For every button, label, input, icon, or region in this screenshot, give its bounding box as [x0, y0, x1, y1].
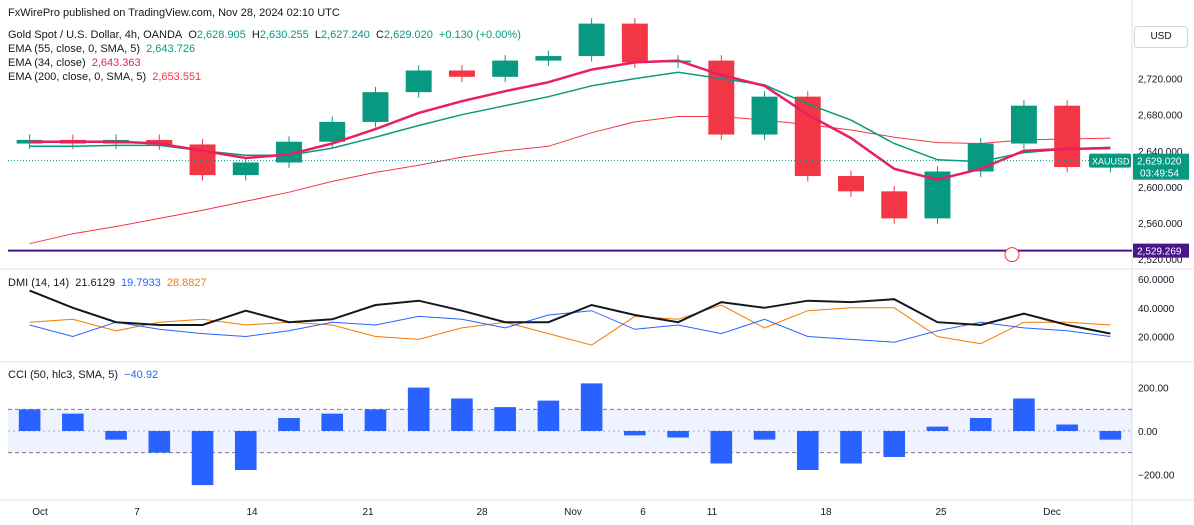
candle-body [1010, 105, 1037, 144]
ema200-layer [29, 116, 1111, 245]
candle-body [881, 191, 908, 219]
dmi-tick: 20.0000 [1138, 333, 1175, 344]
candle-body [751, 96, 778, 135]
candle-body [578, 23, 605, 57]
ema55-legend[interactable]: EMA (55, close, 0, SMA, 5) 2,643.726 [8, 42, 198, 56]
high-label: H [251, 29, 260, 41]
countdown-text: 03:49:54 [1140, 169, 1179, 180]
ema34-label: EMA (34, close) [8, 57, 86, 69]
dmi-layer [29, 289, 1111, 346]
price-tick: 2,680.000 [1138, 111, 1183, 122]
dmi-legend[interactable]: DMI (14, 14) 21.6129 19.7933 28.8827 [8, 276, 210, 290]
symbol-name[interactable]: Gold Spot / U.S. Dollar, 4h, OANDA [8, 29, 183, 41]
hline-tag [1133, 243, 1189, 258]
time-tick: 14 [246, 507, 258, 518]
time-tick: 25 [935, 507, 947, 518]
attribution: FxWirePro published on TradingView.com, … [8, 7, 340, 19]
ema34-line [29, 59, 1111, 181]
ema55-value: 2,643.726 [146, 43, 196, 55]
alert-icon[interactable] [1004, 247, 1020, 263]
price-tick: 2,720.000 [1138, 75, 1183, 86]
currency-button[interactable]: USD [1134, 26, 1188, 48]
high-value: 2,630.255 [259, 29, 309, 41]
candle-body [362, 92, 389, 122]
time-tick: 21 [362, 507, 374, 518]
price-tick: 2,640.000 [1138, 147, 1183, 158]
symbol-ohlc: Gold Spot / U.S. Dollar, 4h, OANDA O2,62… [8, 28, 524, 42]
open-label: O [188, 29, 197, 41]
candle-body [492, 60, 519, 77]
price-tick: 2,600.000 [1138, 183, 1183, 194]
price-tick: 2,520.000 [1138, 255, 1183, 266]
cci-tick: 200.00 [1138, 384, 1169, 395]
time-tick: Nov [564, 507, 582, 518]
close-label: C [375, 29, 384, 41]
ema200-value: 2,653.551 [152, 71, 202, 83]
open-value: 2,628.905 [196, 29, 246, 41]
low-label: L [314, 29, 321, 41]
ema34-legend[interactable]: EMA (34, close) 2,643.363 [8, 56, 144, 70]
plus-di-line [29, 310, 1111, 343]
cci-layer [8, 383, 1132, 486]
candle-body [967, 143, 994, 172]
ema-layer [8, 59, 1132, 181]
last-price-text: 2,629.020 [1137, 157, 1182, 168]
dmi-tick: 60.0000 [1138, 275, 1175, 286]
time-tick: Oct [32, 507, 48, 518]
candle-body [405, 70, 432, 93]
dmi-label: DMI (14, 14) [8, 277, 70, 289]
cci-tick: 0.00 [1138, 427, 1158, 438]
candle-body [146, 139, 173, 145]
hline-tag-text: 2,529.269 [1137, 247, 1182, 258]
ema200-label: EMA (200, close, 0, SMA, 5) [8, 71, 147, 83]
change-value: +0.130 (+0.00%) [438, 29, 521, 41]
time-tick: 7 [134, 507, 140, 518]
dmi-tick: 40.0000 [1138, 304, 1175, 315]
candle-body [319, 121, 346, 142]
time-tick: 11 [707, 507, 718, 518]
candle-body [1054, 105, 1081, 167]
candle-body [232, 162, 259, 176]
last-price-tag [1133, 153, 1189, 180]
time-tick: 18 [820, 507, 832, 518]
adx-value: 21.6129 [75, 277, 115, 289]
plus-di-value: 19.7933 [121, 277, 161, 289]
candle-body [276, 141, 302, 163]
close-value: 2,629.020 [383, 29, 433, 41]
cci-tick: −200.00 [1138, 470, 1175, 481]
ema200-legend[interactable]: EMA (200, close, 0, SMA, 5) 2,653.551 [8, 70, 204, 84]
symbol-tag [1089, 153, 1131, 168]
time-tick: 6 [640, 507, 646, 518]
cci-label: CCI (50, hlc3, SMA, 5) [8, 369, 119, 381]
low-value: 2,627.240 [320, 29, 370, 41]
candle-body [838, 176, 864, 192]
horizontal-line-layer[interactable] [8, 247, 1132, 263]
minus-di-line [29, 304, 1111, 346]
candle-body [621, 23, 648, 63]
adx-line [29, 289, 1111, 335]
symbol-tag-text: XAUUSD [1092, 157, 1130, 167]
candle-body [448, 70, 475, 77]
ema34-value: 2,643.363 [91, 57, 141, 69]
cci-legend[interactable]: CCI (50, hlc3, SMA, 5) −40.92 [8, 368, 161, 382]
minus-di-value: 28.8827 [166, 277, 207, 289]
ema55-label: EMA (55, close, 0, SMA, 5) [8, 43, 141, 55]
price-tick: 2,560.000 [1138, 219, 1183, 230]
time-tick: Dec [1043, 507, 1061, 518]
time-tick: 28 [476, 507, 488, 518]
candle-body [535, 56, 562, 61]
cci-value: −40.92 [124, 369, 159, 381]
ema200-line [29, 116, 1111, 245]
axes-layer: 2,760.0002,720.0002,680.0002,640.0002,60… [32, 39, 1189, 518]
